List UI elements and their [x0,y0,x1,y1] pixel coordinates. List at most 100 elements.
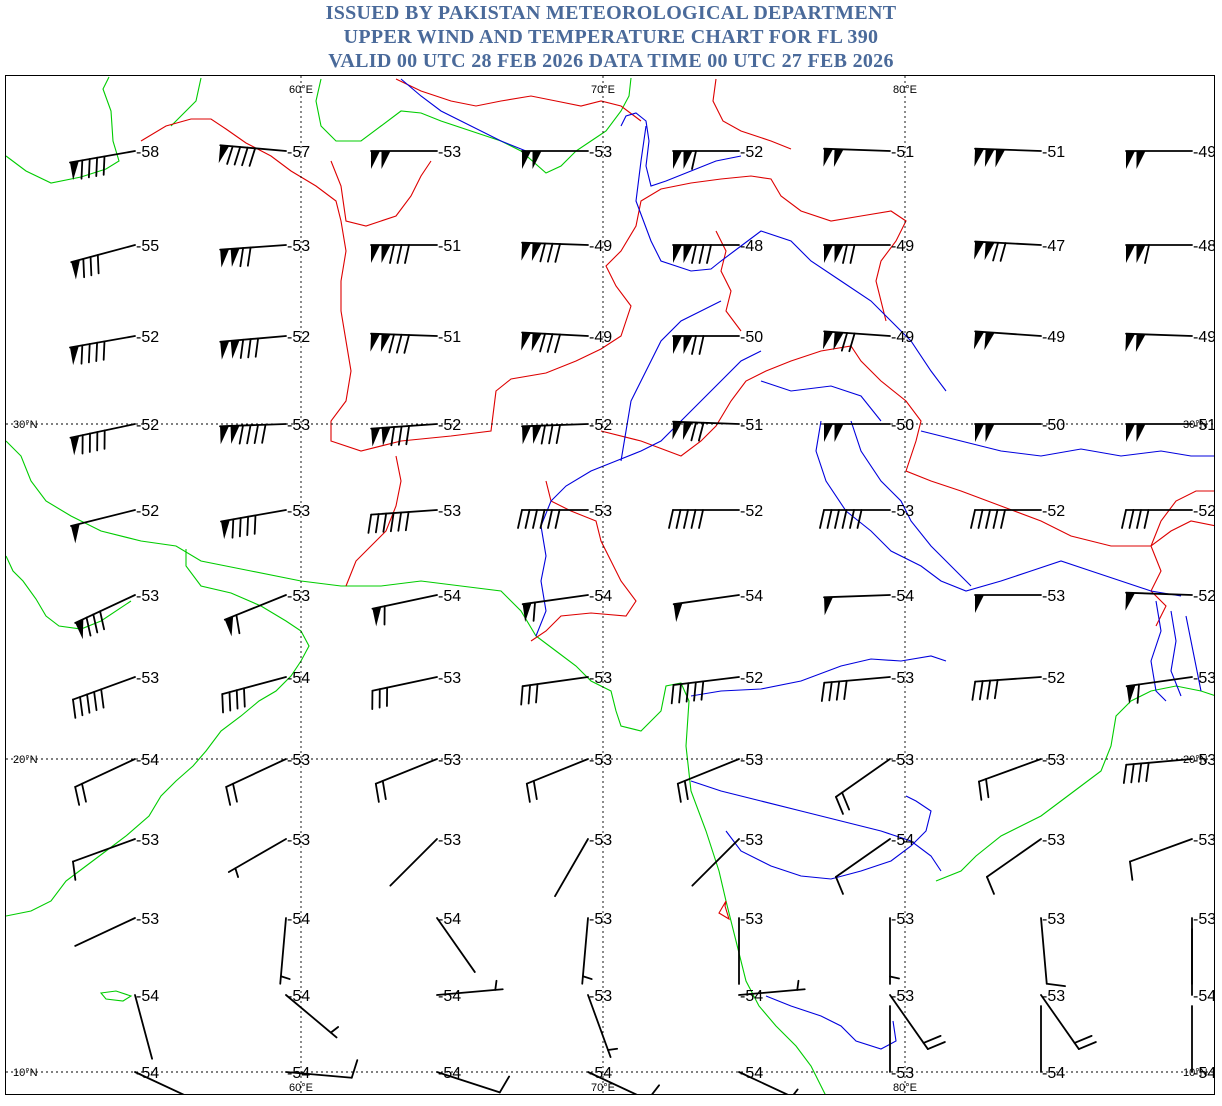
longitude-label: 60°E [289,84,313,96]
station-plot: -52 [970,503,1065,529]
station-plot: -53 [1129,832,1214,881]
river [620,112,742,187]
wind-barb-feather [676,782,682,803]
temperature-label: -53 [589,503,612,520]
wind-barb-shaft [225,758,287,788]
temperature-label: -53 [740,752,763,769]
wind-barb-pennant [230,425,240,444]
wind-barb [69,423,136,456]
wind-barb [72,676,136,719]
wind-barb-feather [80,159,84,180]
temperature-label: -51 [740,417,763,434]
wind-barb-pennant [221,519,230,540]
station-plot: -47 [974,238,1065,262]
wind-barb-feather [693,681,697,702]
wind-barb-shaft [823,330,891,337]
wind-barb-feather [970,509,976,529]
coastline [6,76,120,184]
station-plot: -49 [1125,329,1214,353]
wind-barb-pennant [974,148,985,167]
wind-barb-feather [232,782,238,803]
wind-barb-feather [926,1041,946,1050]
temperature-label: -53 [740,911,763,928]
wind-barb [72,838,136,881]
wind-barb-feather [350,1059,359,1079]
geography-layer [6,76,1214,1094]
station-plot: -54 [285,988,340,1039]
wind-barb-feather [547,509,553,529]
wind-barb-shaft [581,917,589,985]
temperature-label: -53 [287,832,310,849]
wind-barb-feather [828,681,833,702]
wind-barb-shaft [672,420,740,425]
wind-barb-feather [85,616,92,637]
wind-barb [974,423,1042,442]
temperature-label: -54 [438,988,461,1005]
wind-barb-half-feather [582,975,593,980]
wind-barb-feather [247,338,252,359]
station-plot: -54 [74,752,159,806]
station-plot: -52 [69,329,159,366]
wind-barb-feather [238,424,244,445]
temperature-label: -53 [1042,911,1065,928]
station-plot: -49 [521,329,612,354]
temperature-label: -51 [438,329,461,346]
wind-barb [521,150,589,169]
wind-barb-pennant [70,523,80,544]
wind-barb [738,1071,799,1094]
wind-barb-shaft [436,988,504,996]
wind-barb-feather [532,780,538,801]
station-plot: -52 [1125,588,1214,611]
latitude-label: 20°N [1183,754,1208,766]
wind-barb-feather [239,247,245,268]
wind-barb-feather [102,340,106,361]
temperature-label: -53 [136,911,159,928]
wind-barb-shaft [69,150,136,164]
wind-barb [823,423,891,442]
wind-barb-pennant [75,619,84,640]
temperature-label: -52 [136,503,159,520]
wind-barb-shaft [521,676,589,688]
station-plot: -52 [971,670,1065,701]
wind-barb-shaft [72,676,136,701]
wind-barb [973,330,1042,351]
wind-barb [389,838,438,887]
wind-barb-pennant [1136,151,1146,169]
wind-barb-feather [979,680,984,701]
wind-barb [1040,917,1066,988]
wind-barb-feather [93,690,98,712]
wind-barb-feather [381,780,387,801]
station-plot: -53 [220,503,310,540]
wind-barb [823,147,891,168]
wind-barb [370,244,438,264]
wind-barb-shaft [1125,591,1193,596]
wind-barb [221,676,287,714]
wind-barb-feather [546,242,554,263]
wind-barb-feather [986,679,992,700]
station-plot: -54 [823,588,914,616]
wind-barb-pennant [672,421,683,440]
temperature-label: -53 [740,832,763,849]
temperature-label: -53 [438,503,461,520]
wind-barb-feather [397,511,402,532]
wind-barb-pennant [371,427,381,447]
temperature-label: -53 [589,911,612,928]
weather-map[interactable]: 60°E 60°E 70°E 70°E 80°E 80°E 30°N 30°N 20°N 20°N… [5,75,1215,1095]
wind-barb-feather [233,146,242,166]
wind-barb-shaft [738,1071,789,1094]
wind-barb-feather [389,512,395,533]
wind-barb-feather [826,509,833,529]
station-plot: -53 [986,832,1065,895]
station-plot: -53 [72,670,159,719]
river [690,780,942,872]
wind-barb [889,917,900,985]
temperature-label: -53 [136,670,159,687]
wind-barb-pennant [381,427,391,446]
river [920,430,1214,457]
wind-barb-feather [89,256,93,277]
wind-barb-feather [546,333,554,353]
political-border [395,78,642,122]
wind-barb-feather [87,158,91,179]
political-border [715,230,742,332]
wind-barb-pennant [683,336,693,354]
